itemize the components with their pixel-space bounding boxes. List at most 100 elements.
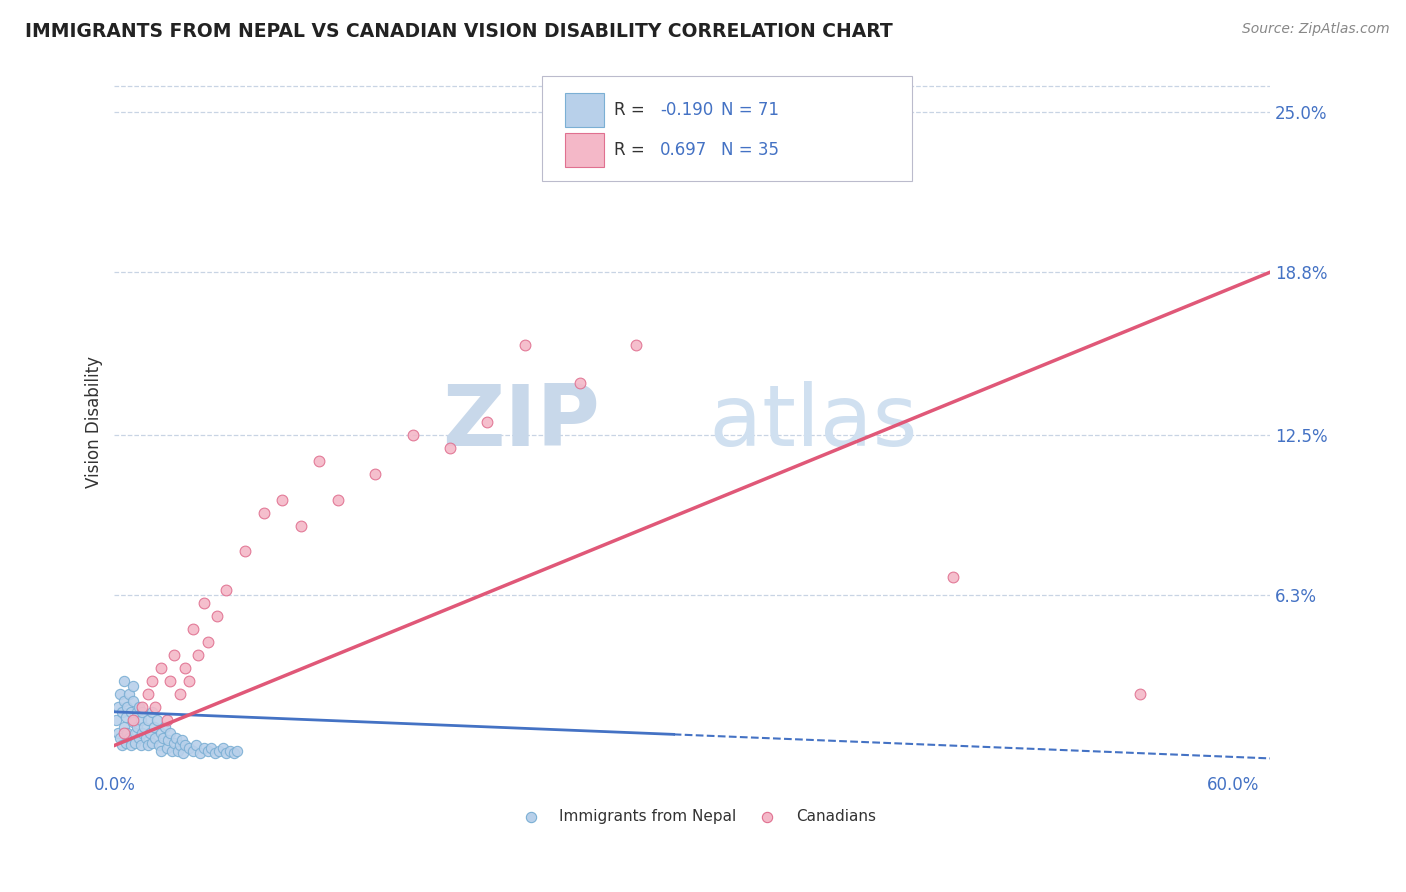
Point — [222, 746, 245, 760]
FancyBboxPatch shape — [565, 133, 605, 167]
Point — [114, 710, 136, 724]
Point — [141, 736, 163, 750]
Point — [160, 744, 183, 758]
Point — [125, 705, 148, 719]
Point — [172, 746, 194, 760]
Point — [252, 506, 274, 520]
Point — [141, 673, 163, 688]
Text: R =: R = — [614, 141, 650, 159]
Point — [118, 687, 141, 701]
Text: N = 71: N = 71 — [721, 101, 779, 119]
Point — [131, 699, 153, 714]
Point — [117, 699, 139, 714]
Point — [271, 492, 294, 507]
FancyBboxPatch shape — [565, 93, 605, 127]
Point — [155, 741, 177, 756]
Point — [205, 609, 228, 624]
Point — [186, 739, 208, 753]
Point — [128, 699, 150, 714]
Point — [135, 731, 157, 745]
Point — [124, 725, 146, 739]
Point — [108, 731, 131, 745]
Point — [215, 746, 238, 760]
Text: R =: R = — [614, 101, 650, 119]
Text: -0.190: -0.190 — [659, 101, 713, 119]
Y-axis label: Vision Disability: Vision Disability — [86, 356, 103, 488]
Point — [1129, 687, 1152, 701]
Point — [129, 713, 152, 727]
Point — [136, 687, 159, 701]
Point — [152, 731, 174, 745]
Point — [187, 648, 209, 662]
Point — [129, 739, 152, 753]
Point — [177, 673, 200, 688]
Point — [364, 467, 387, 481]
Point — [145, 699, 167, 714]
Point — [211, 741, 233, 756]
Point — [169, 739, 191, 753]
Text: IMMIGRANTS FROM NEPAL VS CANADIAN VISION DISABILITY CORRELATION CHART: IMMIGRANTS FROM NEPAL VS CANADIAN VISION… — [25, 22, 893, 41]
Point — [226, 744, 249, 758]
Point — [139, 725, 162, 739]
Point — [159, 725, 181, 739]
Point — [117, 725, 139, 739]
Point — [136, 739, 159, 753]
Point — [131, 705, 153, 719]
Text: 0.697: 0.697 — [659, 141, 707, 159]
Point — [165, 731, 187, 745]
Text: N = 35: N = 35 — [721, 141, 779, 159]
Point — [208, 744, 231, 758]
Point — [174, 661, 197, 675]
Point — [177, 741, 200, 756]
Point — [150, 725, 173, 739]
Point — [188, 746, 211, 760]
Point — [118, 731, 141, 745]
Point — [942, 570, 965, 584]
Point — [326, 492, 349, 507]
Point — [181, 622, 204, 636]
Point — [439, 441, 461, 455]
Point — [124, 736, 146, 750]
Point — [134, 720, 156, 734]
Point — [219, 744, 242, 758]
Point — [159, 673, 181, 688]
Point — [108, 687, 131, 701]
Point — [107, 699, 129, 714]
Point — [193, 741, 215, 756]
Point — [105, 713, 128, 727]
Point — [146, 713, 169, 727]
Point — [233, 544, 256, 558]
Point — [477, 415, 499, 429]
Point — [170, 733, 193, 747]
Point — [513, 337, 536, 351]
Text: ZIP: ZIP — [441, 381, 600, 464]
Point — [122, 715, 145, 730]
Point — [111, 705, 134, 719]
Point — [402, 428, 425, 442]
Point — [626, 337, 648, 351]
Point — [107, 725, 129, 739]
Point — [145, 731, 167, 745]
Point — [569, 376, 592, 391]
Point — [215, 583, 238, 598]
Point — [111, 739, 134, 753]
Text: Source: ZipAtlas.com: Source: ZipAtlas.com — [1241, 22, 1389, 37]
Point — [197, 744, 219, 758]
Point — [114, 736, 136, 750]
Point — [197, 635, 219, 649]
Point — [174, 739, 197, 753]
Point — [112, 694, 135, 708]
Point — [122, 694, 145, 708]
Point — [153, 720, 176, 734]
Point — [112, 673, 135, 688]
Text: Immigrants from Nepal: Immigrants from Nepal — [560, 809, 737, 824]
Point — [200, 741, 222, 756]
Point — [122, 679, 145, 693]
Point — [700, 144, 723, 158]
FancyBboxPatch shape — [543, 77, 912, 181]
Point — [148, 739, 170, 753]
Point — [141, 705, 163, 719]
Point — [150, 661, 173, 675]
Point — [120, 739, 142, 753]
Point — [150, 744, 173, 758]
